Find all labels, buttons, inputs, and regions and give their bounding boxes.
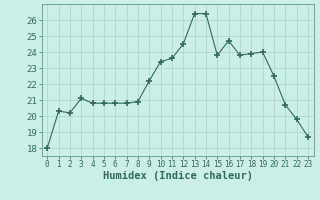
X-axis label: Humidex (Indice chaleur): Humidex (Indice chaleur) [103, 171, 252, 181]
